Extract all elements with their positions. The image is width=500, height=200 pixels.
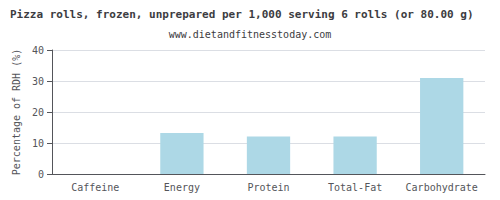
- svg-text:Energy: Energy: [164, 182, 200, 193]
- svg-text:Percentage of RDH (%): Percentage of RDH (%): [11, 49, 22, 175]
- svg-text:www.dietandfitnesstoday.com: www.dietandfitnesstoday.com: [169, 29, 332, 40]
- svg-text:20: 20: [32, 107, 44, 118]
- svg-text:Caffeine: Caffeine: [71, 182, 119, 193]
- svg-text:10: 10: [32, 138, 44, 149]
- svg-text:30: 30: [32, 76, 44, 87]
- svg-text:Carbohydrate: Carbohydrate: [406, 182, 478, 193]
- svg-text:0: 0: [38, 169, 44, 180]
- svg-text:Protein: Protein: [247, 182, 289, 193]
- svg-text:40: 40: [32, 45, 44, 56]
- svg-text:Total-Fat: Total-Fat: [328, 182, 382, 193]
- svg-text:Pizza rolls, frozen, unprepare: Pizza rolls, frozen, unprepared per 1,00…: [10, 8, 474, 21]
